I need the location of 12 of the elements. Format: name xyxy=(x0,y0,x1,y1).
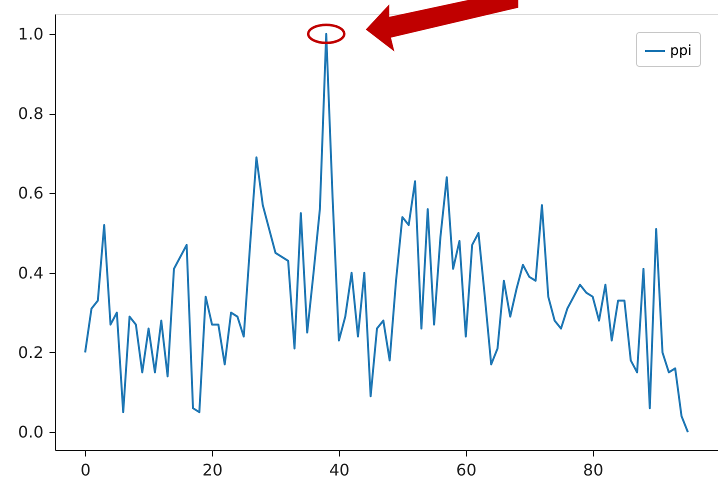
y-tick-label: 0.8 xyxy=(18,104,44,124)
x-tick-label: 0 xyxy=(80,460,91,480)
y-tick-label: 0.0 xyxy=(18,422,44,442)
x-tick-label: 20 xyxy=(202,460,223,480)
x-tick-label: 40 xyxy=(329,460,350,480)
legend-label: ppi xyxy=(670,43,692,59)
x-tick-label: 60 xyxy=(456,460,476,480)
y-tick-label: 1.0 xyxy=(18,24,44,44)
y-tick-label: 0.4 xyxy=(18,263,44,282)
y-tick-label: 0.2 xyxy=(18,342,44,362)
x-tick-label: 80 xyxy=(583,460,604,480)
y-tick-label: 0.6 xyxy=(18,184,44,203)
